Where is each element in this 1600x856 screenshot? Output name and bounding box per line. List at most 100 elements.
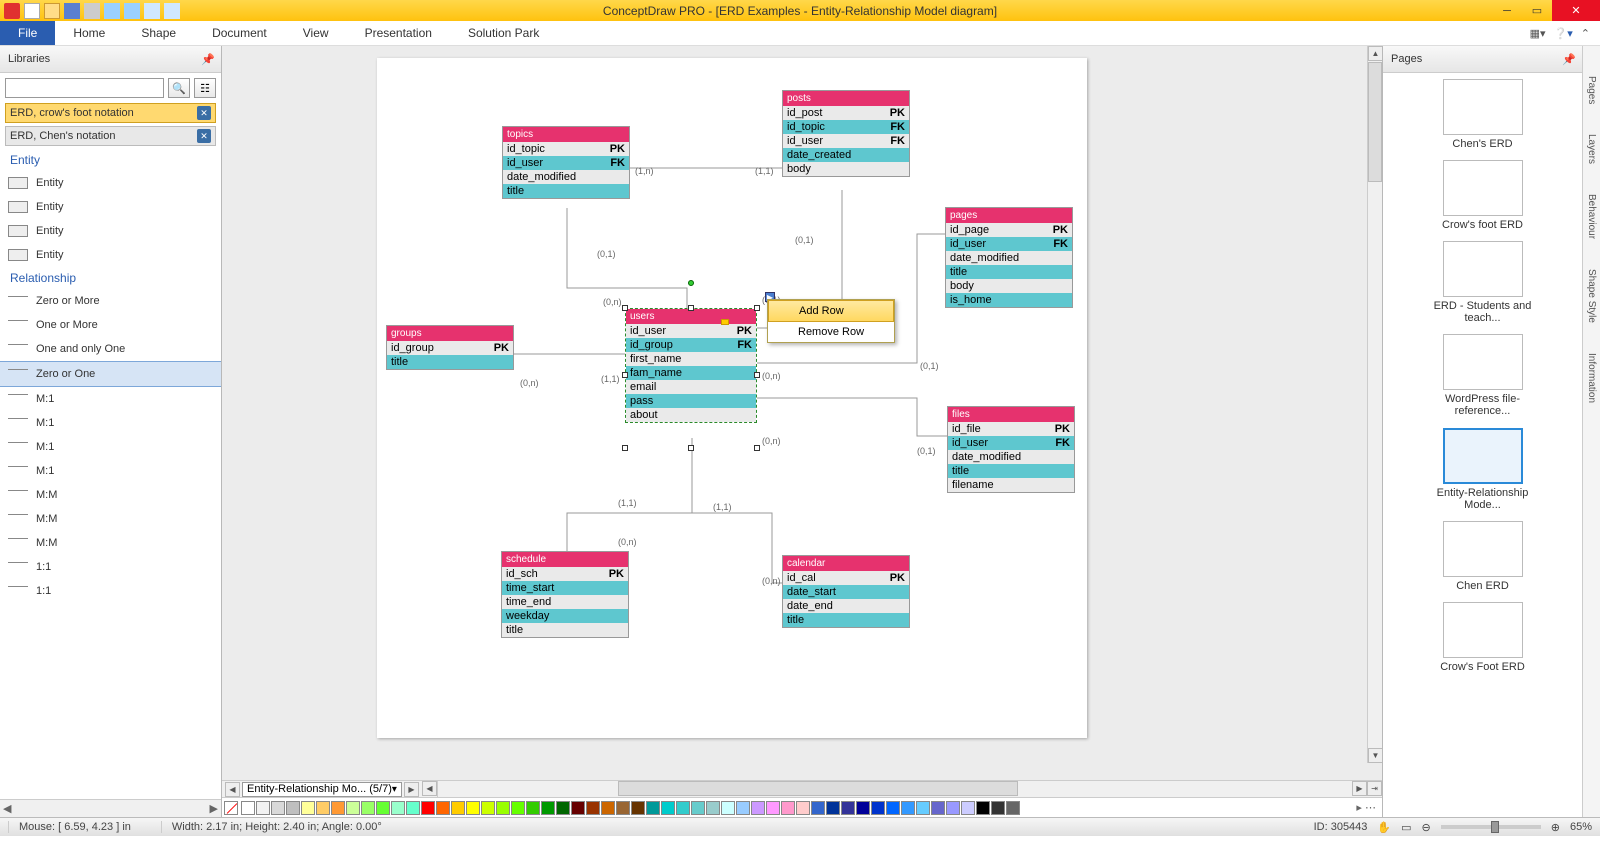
canvas-hscroll[interactable] bbox=[437, 781, 1352, 797]
library-shape-item[interactable]: Entity bbox=[0, 219, 221, 243]
selection-handle[interactable] bbox=[754, 305, 760, 311]
file-tab[interactable]: File bbox=[0, 21, 55, 45]
color-swatch[interactable] bbox=[451, 801, 465, 815]
color-swatch[interactable] bbox=[841, 801, 855, 815]
color-swatch[interactable] bbox=[991, 801, 1005, 815]
page-thumbnail[interactable]: Crow's Foot ERD bbox=[1433, 602, 1533, 673]
color-swatch[interactable] bbox=[526, 801, 540, 815]
entity-row[interactable]: id_postPK bbox=[783, 106, 909, 120]
entity-row[interactable]: date_end bbox=[783, 599, 909, 613]
side-tab-information[interactable]: Information bbox=[1586, 353, 1597, 403]
library-shape-item[interactable]: Zero or One bbox=[0, 361, 221, 387]
libraries-hscroll[interactable]: ◀▶ bbox=[0, 799, 221, 817]
color-swatch[interactable] bbox=[721, 801, 735, 815]
color-swatch[interactable] bbox=[886, 801, 900, 815]
color-swatch[interactable] bbox=[571, 801, 585, 815]
control-handle[interactable] bbox=[721, 319, 729, 325]
color-swatch[interactable] bbox=[241, 801, 255, 815]
menu-item-remove-row[interactable]: Remove Row bbox=[768, 322, 894, 342]
color-swatch[interactable] bbox=[856, 801, 870, 815]
page-thumbnail[interactable]: Crow's foot ERD bbox=[1433, 160, 1533, 231]
entity-row[interactable]: date_modified bbox=[948, 450, 1074, 464]
pin-icon[interactable]: 📌 bbox=[201, 53, 215, 66]
entity-groups[interactable]: groupsid_groupPKtitle bbox=[386, 325, 514, 370]
color-swatch[interactable] bbox=[406, 801, 420, 815]
close-icon[interactable]: ✕ bbox=[197, 106, 211, 120]
color-swatch[interactable] bbox=[541, 801, 555, 815]
color-swatch[interactable] bbox=[511, 801, 525, 815]
selection-handle[interactable] bbox=[622, 445, 628, 451]
entity-row[interactable]: pass bbox=[626, 394, 756, 408]
entity-calendar[interactable]: calendarid_calPKdate_startdate_endtitle bbox=[782, 555, 910, 628]
side-tab-pages[interactable]: Pages bbox=[1586, 76, 1597, 104]
color-swatch[interactable] bbox=[946, 801, 960, 815]
close-button[interactable]: ✕ bbox=[1552, 0, 1600, 21]
color-swatch[interactable] bbox=[781, 801, 795, 815]
library-shape-item[interactable]: Entity bbox=[0, 243, 221, 267]
entity-topics[interactable]: topicsid_topicPKid_userFKdate_modifiedti… bbox=[502, 126, 630, 199]
color-swatch[interactable] bbox=[256, 801, 270, 815]
color-swatch[interactable] bbox=[316, 801, 330, 815]
entity-row[interactable]: body bbox=[783, 162, 909, 176]
entity-row[interactable]: first_name bbox=[626, 352, 756, 366]
entity-row[interactable]: title bbox=[783, 613, 909, 627]
entity-row[interactable]: id_userFK bbox=[783, 134, 909, 148]
entity-row[interactable]: id_filePK bbox=[948, 422, 1074, 436]
color-swatch[interactable] bbox=[586, 801, 600, 815]
selection-handle[interactable] bbox=[754, 372, 760, 378]
ribbon-tab-shape[interactable]: Shape bbox=[123, 21, 194, 45]
library-chip[interactable]: ERD, crow's foot notation✕ bbox=[5, 103, 216, 123]
entity-row[interactable]: date_start bbox=[783, 585, 909, 599]
color-swatch[interactable] bbox=[421, 801, 435, 815]
entity-row[interactable]: id_calPK bbox=[783, 571, 909, 585]
entity-row[interactable]: id_schPK bbox=[502, 567, 628, 581]
entity-row[interactable]: body bbox=[946, 279, 1072, 293]
app-menu-icon[interactable]: ▦▾ bbox=[1530, 27, 1546, 40]
fit-page-icon[interactable]: ▭ bbox=[1401, 821, 1411, 834]
color-swatch[interactable] bbox=[826, 801, 840, 815]
hscroll-left[interactable]: ◀ bbox=[422, 781, 437, 796]
side-tab-shape-style[interactable]: Shape Style bbox=[1586, 269, 1597, 323]
zoom-slider[interactable] bbox=[1441, 825, 1541, 829]
vscroll-thumb[interactable] bbox=[1368, 62, 1382, 182]
color-swatch[interactable] bbox=[901, 801, 915, 815]
library-shape-item[interactable]: Entity bbox=[0, 195, 221, 219]
search-button[interactable]: 🔍 bbox=[168, 78, 190, 98]
color-swatch[interactable] bbox=[871, 801, 885, 815]
selection-handle[interactable] bbox=[622, 372, 628, 378]
ribbon-collapse-icon[interactable]: ⌃ bbox=[1581, 27, 1590, 40]
maximize-button[interactable]: ▭ bbox=[1522, 0, 1552, 21]
entity-row[interactable]: title bbox=[946, 265, 1072, 279]
color-swatch[interactable] bbox=[466, 801, 480, 815]
selection-handle[interactable] bbox=[622, 305, 628, 311]
color-swatch[interactable] bbox=[916, 801, 930, 815]
close-icon[interactable]: ✕ bbox=[197, 129, 211, 143]
entity-row[interactable]: id_userPK bbox=[626, 324, 756, 338]
entity-row[interactable]: date_modified bbox=[503, 170, 629, 184]
color-swatch[interactable] bbox=[361, 801, 375, 815]
color-swatch[interactable] bbox=[676, 801, 690, 815]
library-shape-item[interactable]: 1:1 bbox=[0, 579, 221, 603]
color-swatch[interactable] bbox=[661, 801, 675, 815]
entity-row[interactable]: about bbox=[626, 408, 756, 422]
canvas-vscroll[interactable]: ▲ ▼ bbox=[1367, 46, 1382, 763]
library-shape-item[interactable]: Entity bbox=[0, 171, 221, 195]
entity-users[interactable]: usersid_userPKid_groupFKfirst_namefam_na… bbox=[625, 308, 757, 423]
color-swatch[interactable] bbox=[766, 801, 780, 815]
entity-row[interactable]: is_home bbox=[946, 293, 1072, 307]
ribbon-tab-presentation[interactable]: Presentation bbox=[347, 21, 450, 45]
ribbon-tab-solution-park[interactable]: Solution Park bbox=[450, 21, 557, 45]
entity-row[interactable]: title bbox=[503, 184, 629, 198]
color-swatch[interactable] bbox=[436, 801, 450, 815]
entity-row[interactable]: id_pagePK bbox=[946, 223, 1072, 237]
ribbon-tab-document[interactable]: Document bbox=[194, 21, 285, 45]
color-swatch[interactable] bbox=[346, 801, 360, 815]
library-shape-item[interactable]: M:1 bbox=[0, 411, 221, 435]
color-swatch[interactable] bbox=[631, 801, 645, 815]
minimize-button[interactable]: ─ bbox=[1492, 0, 1522, 21]
color-swatch[interactable] bbox=[391, 801, 405, 815]
entity-row[interactable]: title bbox=[948, 464, 1074, 478]
menu-item-add-row[interactable]: Add Row bbox=[768, 300, 894, 322]
library-search-input[interactable] bbox=[5, 78, 164, 98]
library-chip[interactable]: ERD, Chen's notation✕ bbox=[5, 126, 216, 146]
